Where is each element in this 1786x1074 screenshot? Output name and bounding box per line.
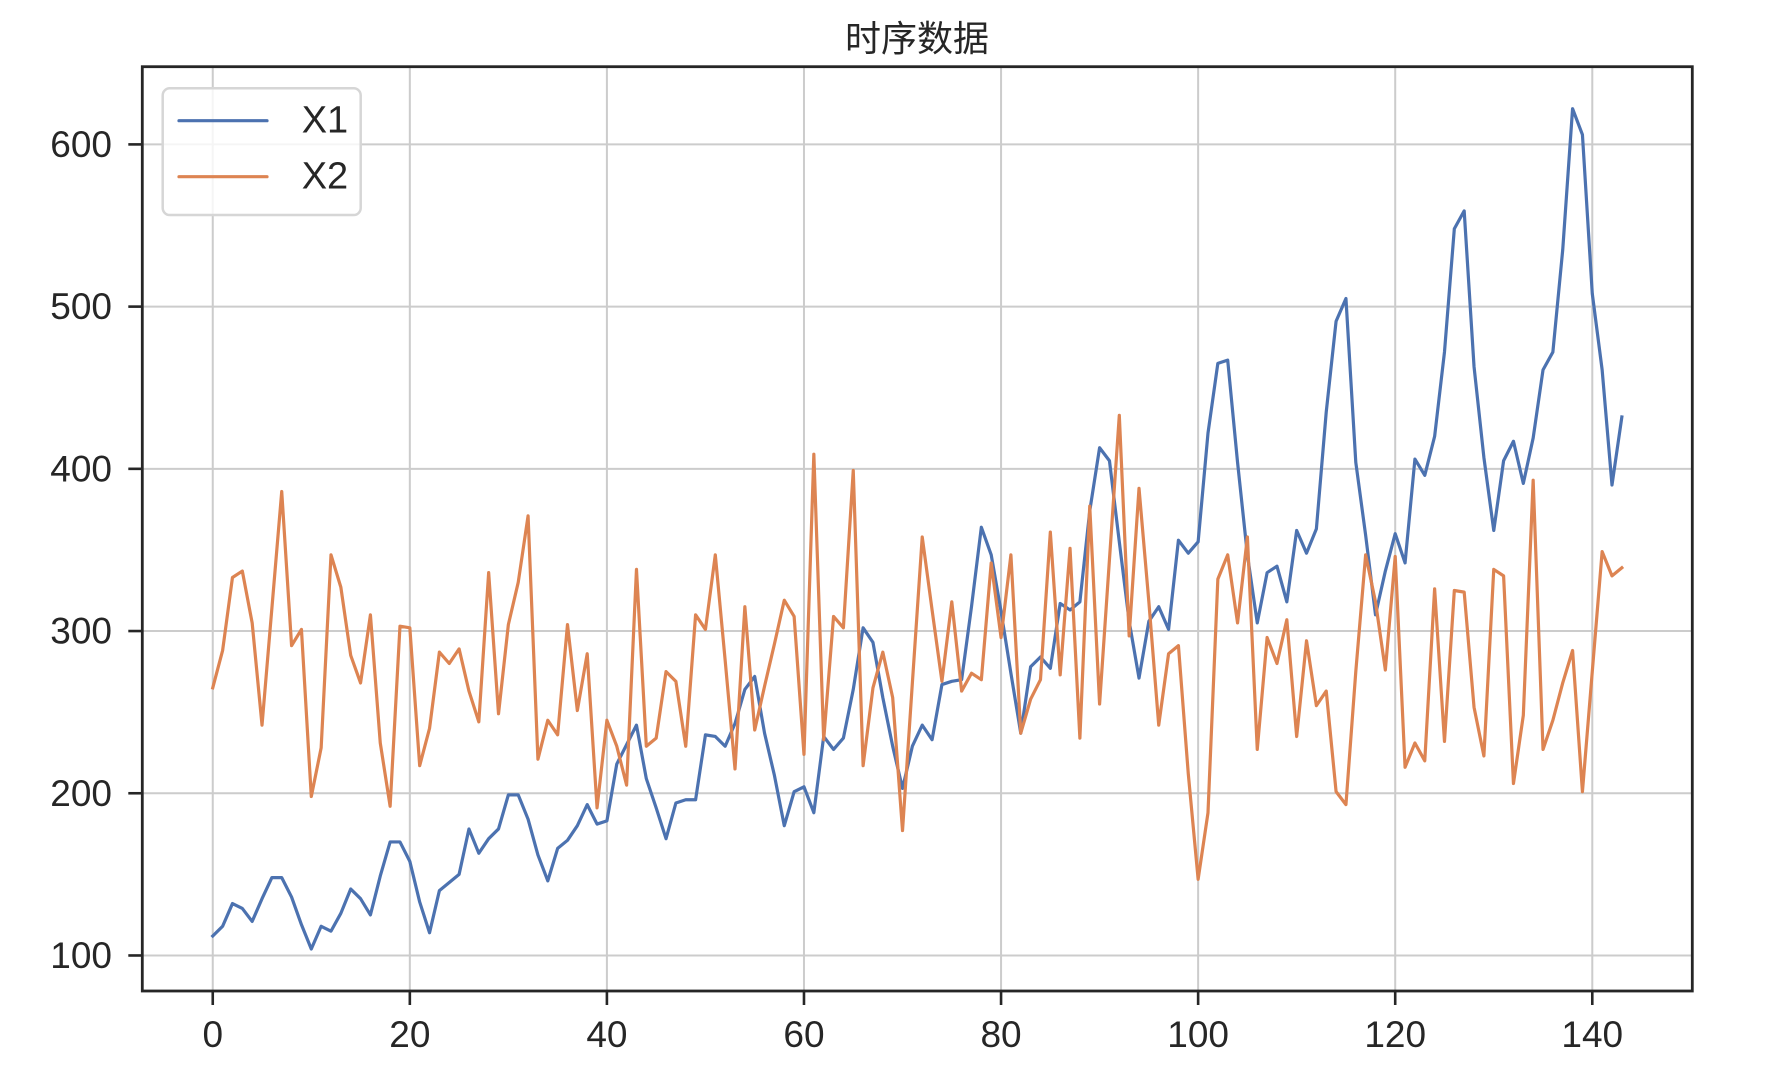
series-line-x1 <box>210 107 1624 951</box>
series-group <box>210 107 1625 951</box>
y-tick-label: 300 <box>50 611 112 652</box>
legend-label-x2: X2 <box>302 156 348 198</box>
legend-label-x1: X1 <box>302 100 348 142</box>
series-line-x2 <box>210 413 1625 881</box>
y-tick-label: 500 <box>50 286 112 327</box>
x-tick-label: 80 <box>980 1014 1021 1055</box>
axes-frame <box>140 65 1694 993</box>
y-tick-label: 200 <box>50 773 112 814</box>
legend: X1 X2 <box>161 87 362 217</box>
y-tick-label: 400 <box>50 448 112 489</box>
y-tick-label: 100 <box>50 935 112 976</box>
chart-title: 时序数据 <box>845 19 989 60</box>
x-tick-label: 20 <box>389 1014 430 1055</box>
x-tick-label: 140 <box>1561 1014 1623 1055</box>
plot-area <box>142 66 1693 991</box>
x-tick-label: 40 <box>586 1014 627 1055</box>
x-tick-label: 100 <box>1167 1014 1229 1055</box>
axis-ticks: 0 20 40 60 80 100 120 140 100 200 300 400 500 600 <box>50 124 1623 1055</box>
x-tick-label: 120 <box>1364 1014 1426 1055</box>
x-tick-label: 60 <box>783 1014 824 1055</box>
y-tick-label: 600 <box>50 124 112 165</box>
x-tick-label: 0 <box>202 1014 223 1055</box>
